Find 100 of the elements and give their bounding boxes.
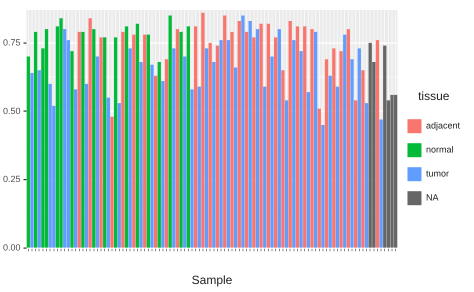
bar xyxy=(241,15,245,248)
legend-label: adjacent xyxy=(426,120,460,131)
bar xyxy=(321,124,325,248)
bar xyxy=(132,34,136,248)
bar xyxy=(379,120,383,248)
bar xyxy=(350,59,354,248)
bar xyxy=(230,32,234,248)
bar xyxy=(136,24,140,248)
bar xyxy=(306,92,310,248)
bar xyxy=(78,32,81,248)
bar xyxy=(201,12,205,248)
y-tick-label: 0.25 xyxy=(2,174,21,184)
bar xyxy=(198,86,201,248)
bar xyxy=(263,86,266,248)
bar xyxy=(361,70,365,248)
bar xyxy=(354,100,358,248)
bar xyxy=(118,103,121,248)
bar xyxy=(121,32,125,248)
legend-label: NA xyxy=(426,192,438,203)
bar xyxy=(208,42,212,248)
bar xyxy=(358,48,361,248)
bar xyxy=(238,20,241,248)
bar xyxy=(190,89,194,248)
bar xyxy=(34,32,38,248)
legend-title: tissue xyxy=(418,89,450,104)
bar xyxy=(84,84,88,248)
bar xyxy=(252,37,256,248)
bar xyxy=(183,56,186,248)
bar xyxy=(161,81,165,248)
bar xyxy=(92,29,96,248)
y-tick-label: 0.00 xyxy=(2,242,21,253)
bar xyxy=(216,46,220,248)
legend-label: normal xyxy=(426,144,454,155)
bar xyxy=(164,59,168,248)
bar xyxy=(186,26,190,248)
bar xyxy=(176,29,180,248)
legend-label: tumor xyxy=(426,168,449,179)
bar xyxy=(30,72,34,248)
bar xyxy=(38,70,41,248)
bar xyxy=(270,56,274,248)
bar xyxy=(124,26,128,248)
bar xyxy=(284,100,288,248)
bar xyxy=(234,67,238,248)
bar xyxy=(394,94,398,248)
bar xyxy=(194,26,198,248)
bar xyxy=(383,46,386,248)
bar xyxy=(328,76,332,248)
bar xyxy=(70,51,74,248)
bar xyxy=(99,37,103,248)
x-axis-title: Sample xyxy=(192,273,233,288)
bar xyxy=(299,51,303,248)
bar xyxy=(74,89,78,248)
bar xyxy=(324,59,328,248)
bar xyxy=(212,62,216,248)
bar xyxy=(259,24,263,248)
bar xyxy=(128,48,132,248)
bar xyxy=(63,29,66,248)
bar xyxy=(88,18,92,248)
bar xyxy=(81,32,85,248)
bar xyxy=(168,15,172,248)
bar xyxy=(48,84,52,248)
y-tick-label: 0.75 xyxy=(2,37,21,48)
bar xyxy=(179,32,183,248)
bar xyxy=(296,26,300,248)
bar xyxy=(103,37,106,248)
bar xyxy=(266,24,270,248)
bar xyxy=(288,20,292,248)
bar xyxy=(226,40,230,248)
bar xyxy=(332,48,336,248)
bar xyxy=(204,48,208,248)
bar xyxy=(368,42,372,248)
bar xyxy=(106,98,110,248)
bar xyxy=(114,37,118,248)
bar xyxy=(274,37,278,248)
bar xyxy=(336,86,340,248)
bar xyxy=(303,26,306,248)
bar xyxy=(139,62,143,248)
bar xyxy=(96,56,100,248)
bar xyxy=(248,20,252,248)
bar xyxy=(143,34,146,248)
bar xyxy=(59,18,63,248)
bar xyxy=(150,64,154,248)
bar xyxy=(256,29,260,248)
bar xyxy=(154,76,158,248)
bar xyxy=(343,34,346,248)
bar xyxy=(172,48,176,248)
bar xyxy=(364,103,368,248)
bar xyxy=(318,108,321,248)
bar xyxy=(110,116,114,248)
bar xyxy=(390,94,394,248)
bar xyxy=(376,40,380,248)
bar xyxy=(310,29,314,248)
bar xyxy=(158,62,161,248)
bar xyxy=(281,70,285,248)
y-tick-label: 0.50 xyxy=(2,106,21,116)
bar xyxy=(244,32,248,248)
bar xyxy=(339,51,343,248)
bar xyxy=(146,34,150,248)
bar xyxy=(44,29,48,248)
bar xyxy=(314,32,318,248)
